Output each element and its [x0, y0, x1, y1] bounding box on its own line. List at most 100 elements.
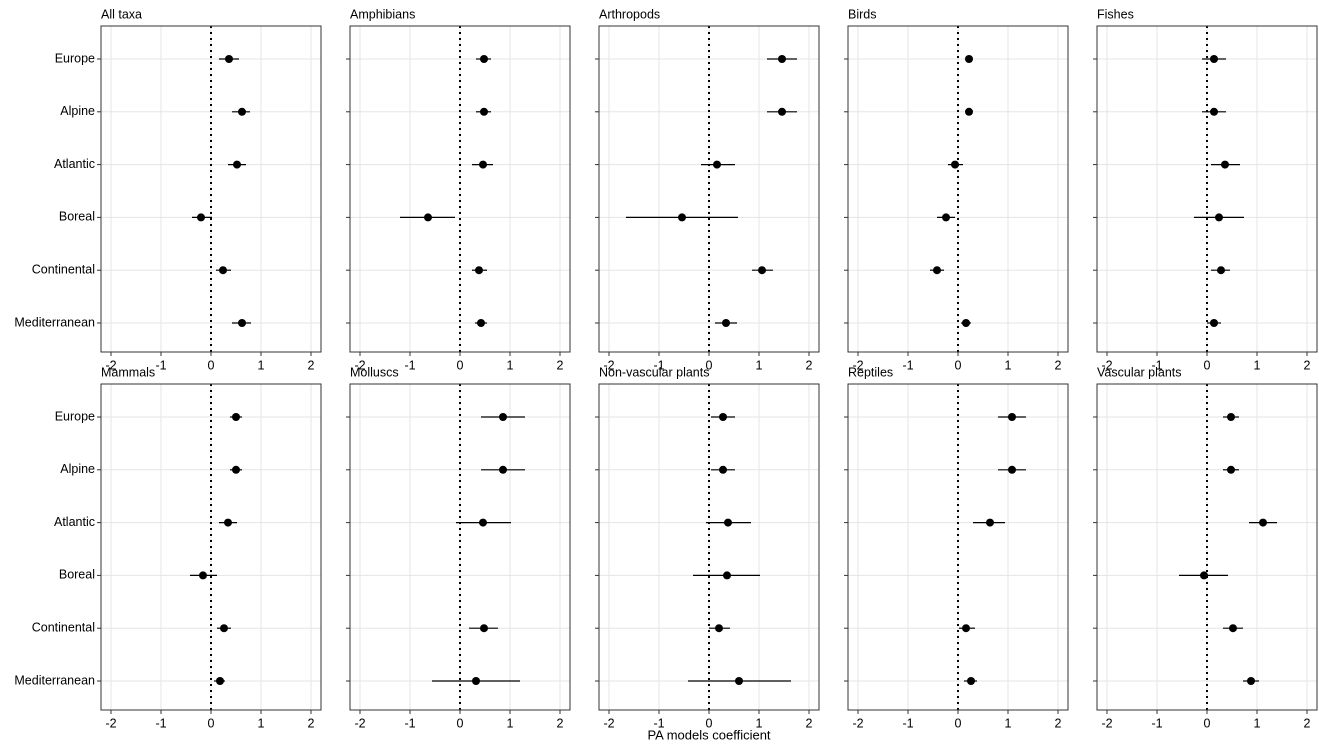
point-estimate: [778, 55, 786, 63]
point-estimate: [477, 319, 485, 327]
x-tick-label: 2: [1055, 716, 1062, 730]
point-estimate: [232, 413, 240, 421]
point-estimate: [965, 108, 973, 116]
x-tick-label: 1: [258, 716, 265, 730]
panel-title: Arthropods: [599, 7, 660, 21]
y-tick-label: Europe: [55, 409, 95, 423]
x-tick-label: -2: [105, 716, 116, 730]
x-tick-label: 0: [457, 716, 464, 730]
x-tick-label: -2: [603, 716, 614, 730]
point-estimate: [1210, 319, 1218, 327]
point-estimate: [499, 413, 507, 421]
x-tick-label: -1: [1151, 716, 1162, 730]
point-estimate: [778, 108, 786, 116]
point-estimate: [480, 624, 488, 632]
point-estimate: [962, 624, 970, 632]
point-estimate: [986, 519, 994, 527]
panel-title: Birds: [848, 7, 876, 21]
x-tick-label: -1: [404, 358, 415, 372]
panel-title: Reptiles: [848, 365, 893, 379]
x-tick-label: 1: [1254, 358, 1261, 372]
point-estimate: [724, 519, 732, 527]
point-estimate: [199, 571, 207, 579]
point-estimate: [1217, 266, 1225, 274]
point-estimate: [719, 413, 727, 421]
x-tick-label: -1: [404, 716, 415, 730]
x-tick-label: -2: [354, 716, 365, 730]
x-tick-label: 2: [1304, 358, 1311, 372]
point-estimate: [678, 213, 686, 221]
point-estimate: [967, 677, 975, 685]
chart: PA models coefficient All taxa-2-1012Eur…: [0, 0, 1319, 744]
x-tick-label: 1: [507, 358, 514, 372]
x-tick-label: 1: [756, 358, 763, 372]
point-estimate: [480, 108, 488, 116]
x-tick-label: -1: [902, 358, 913, 372]
point-estimate: [480, 55, 488, 63]
y-tick-label: Boreal: [59, 568, 95, 582]
point-estimate: [475, 266, 483, 274]
x-tick-label: -1: [155, 716, 166, 730]
point-estimate: [238, 108, 246, 116]
x-tick-label: -1: [902, 716, 913, 730]
y-tick-label: Atlantic: [54, 515, 95, 529]
point-estimate: [225, 55, 233, 63]
point-estimate: [965, 55, 973, 63]
point-estimate: [723, 571, 731, 579]
point-estimate: [232, 466, 240, 474]
point-estimate: [713, 161, 721, 169]
panel-title: Molluscs: [350, 365, 399, 379]
point-estimate: [735, 677, 743, 685]
point-estimate: [1221, 161, 1229, 169]
y-tick-label: Atlantic: [54, 157, 95, 171]
panel-title: Mammals: [101, 365, 155, 379]
point-estimate: [424, 213, 432, 221]
x-tick-label: 0: [208, 358, 215, 372]
point-estimate: [1247, 677, 1255, 685]
y-tick-label: Continental: [32, 262, 95, 276]
x-tick-label: 2: [806, 716, 813, 730]
point-estimate: [216, 677, 224, 685]
point-estimate: [233, 161, 241, 169]
point-estimate: [220, 624, 228, 632]
point-estimate: [1227, 466, 1235, 474]
y-tick-label: Continental: [32, 620, 95, 634]
point-estimate: [1008, 466, 1016, 474]
x-tick-label: 1: [1005, 716, 1012, 730]
point-estimate: [719, 466, 727, 474]
point-estimate: [1229, 624, 1237, 632]
point-estimate: [942, 213, 950, 221]
point-estimate: [219, 266, 227, 274]
panel-title: All taxa: [101, 7, 142, 21]
x-tick-label: 2: [557, 716, 564, 730]
point-estimate: [715, 624, 723, 632]
x-tick-label: 0: [457, 358, 464, 372]
x-tick-label: 1: [756, 716, 763, 730]
x-tick-label: 2: [308, 358, 315, 372]
point-estimate: [1200, 571, 1208, 579]
y-tick-label: Mediterranean: [14, 673, 95, 687]
y-tick-label: Alpine: [60, 104, 95, 118]
x-tick-label: 2: [308, 716, 315, 730]
x-tick-label: -1: [155, 358, 166, 372]
x-tick-label: 1: [1254, 716, 1261, 730]
x-tick-label: 0: [208, 716, 215, 730]
point-estimate: [933, 266, 941, 274]
y-tick-label: Boreal: [59, 210, 95, 224]
point-estimate: [1215, 213, 1223, 221]
y-tick-label: Alpine: [60, 462, 95, 476]
y-tick-label: Europe: [55, 51, 95, 65]
point-estimate: [479, 519, 487, 527]
x-tick-label: 0: [706, 716, 713, 730]
point-estimate: [479, 161, 487, 169]
x-tick-label: -2: [1101, 716, 1112, 730]
panel-title: Fishes: [1097, 7, 1134, 21]
panel-title: Non-vascular plants: [599, 365, 709, 379]
point-estimate: [758, 266, 766, 274]
point-estimate: [951, 161, 959, 169]
x-tick-label: 2: [557, 358, 564, 372]
x-tick-label: 0: [955, 716, 962, 730]
point-estimate: [722, 319, 730, 327]
x-tick-label: 2: [1055, 358, 1062, 372]
x-tick-label: 2: [1304, 716, 1311, 730]
